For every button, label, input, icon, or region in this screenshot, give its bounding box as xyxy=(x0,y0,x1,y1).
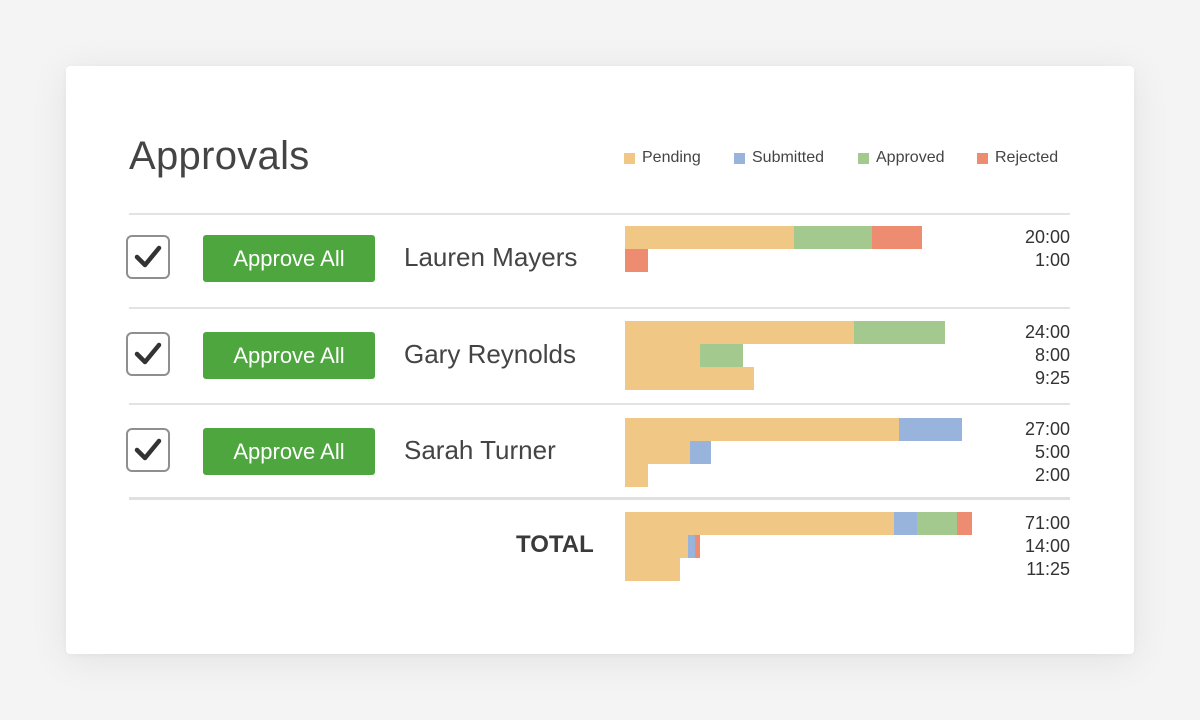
employee-name: Sarah Turner xyxy=(404,435,556,465)
bar-segment-pending xyxy=(625,535,689,558)
time-total: 11:25 xyxy=(1026,559,1070,579)
divider xyxy=(129,213,1070,215)
checkmark-icon xyxy=(134,342,162,365)
bar-segment-submitted xyxy=(689,441,712,464)
bar-segment-pending xyxy=(625,226,795,249)
bar-segment-pending xyxy=(625,344,700,367)
bar-segment-pending xyxy=(625,441,690,464)
legend-label-submitted: Submitted xyxy=(752,149,825,166)
checkmark-icon xyxy=(134,438,162,461)
approve-all-button-sarah-turner[interactable]: Approve All xyxy=(203,428,375,475)
bar-segment-submitted xyxy=(893,512,918,535)
legend-label-rejected: Rejected xyxy=(995,149,1059,166)
time-total: 24:00 xyxy=(1024,322,1070,342)
total-divider xyxy=(129,497,1070,500)
legend-swatch-approved xyxy=(858,153,869,164)
page-title: Approvals xyxy=(129,134,310,178)
bar-segment-submitted xyxy=(898,418,962,441)
time-total: 27:00 xyxy=(1024,419,1070,439)
legend-label-approved: Approved xyxy=(876,149,945,166)
bar-segment-rejected xyxy=(957,512,972,535)
legend-swatch-submitted xyxy=(734,153,745,164)
bar-segment-rejected xyxy=(872,226,923,249)
bar-segment-rejected xyxy=(694,535,700,558)
divider xyxy=(129,403,1070,405)
time-total: 9:25 xyxy=(1034,368,1070,388)
time-total: 14:00 xyxy=(1024,536,1070,556)
approvals-card: Approvals Pending Submitted Approved Rej… xyxy=(66,66,1134,654)
bar-segment-approved xyxy=(699,344,743,367)
row-checkbox-gary-reynolds[interactable] xyxy=(126,332,170,376)
bar-segment-submitted xyxy=(688,535,695,558)
legend-label-pending: Pending xyxy=(642,149,701,166)
time-total: 20:00 xyxy=(1024,227,1070,247)
legend-swatch-rejected xyxy=(977,153,988,164)
bar-segment-pending xyxy=(625,367,755,390)
bar-segment-pending xyxy=(625,558,680,581)
bar-segment-approved xyxy=(854,321,946,344)
bar-segment-pending xyxy=(625,418,899,441)
bar-segment-pending xyxy=(625,464,649,487)
bar-segment-approved xyxy=(917,512,957,535)
bar-segment-pending xyxy=(625,512,894,535)
row-checkbox-lauren-mayers[interactable] xyxy=(126,235,170,279)
time-total: 2:00 xyxy=(1034,465,1070,485)
time-total: 71:00 xyxy=(1024,513,1070,533)
time-total: 8:00 xyxy=(1034,345,1070,365)
time-total: 1:00 xyxy=(1034,250,1070,270)
row-checkbox-sarah-turner[interactable] xyxy=(126,428,170,472)
approve-all-button-lauren-mayers[interactable]: Approve All xyxy=(203,235,375,282)
time-total: 5:00 xyxy=(1034,442,1070,462)
approve-all-button-gary-reynolds[interactable]: Approve All xyxy=(203,332,375,379)
employee-name: Gary Reynolds xyxy=(404,339,576,369)
checkmark-icon xyxy=(134,245,162,268)
total-label: TOTAL xyxy=(516,531,594,558)
legend-swatch-pending xyxy=(624,153,635,164)
bar-segment-rejected xyxy=(625,249,649,272)
bar-segment-pending xyxy=(625,321,855,344)
employee-name: Lauren Mayers xyxy=(404,242,578,272)
bar-segment-approved xyxy=(794,226,873,249)
divider xyxy=(129,307,1070,309)
